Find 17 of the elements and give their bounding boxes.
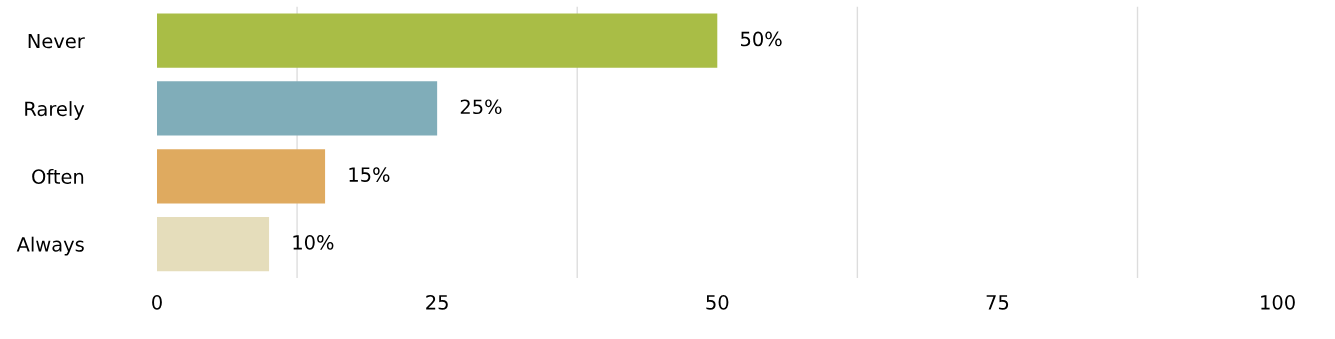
x-tick-label: 25	[426, 294, 448, 310]
bar	[157, 149, 326, 204]
data-label: 10%	[293, 235, 334, 250]
y-tick-label: Rarely	[25, 101, 85, 120]
data-label: 50%	[741, 31, 782, 47]
bar	[157, 216, 270, 272]
x-tick-label: 0	[152, 294, 162, 310]
y-tick-label: Never	[28, 33, 85, 49]
bar	[157, 81, 438, 136]
bar	[157, 13, 718, 68]
y-tick-label: Always	[16, 236, 84, 256]
x-tick-label: 100	[1261, 294, 1295, 310]
x-tick-label: 75	[986, 295, 1009, 310]
data-label: 25%	[460, 99, 502, 115]
y-tick-label: Often	[32, 168, 84, 184]
x-tick-label: 50	[706, 294, 729, 310]
data-label: 15%	[349, 167, 390, 182]
